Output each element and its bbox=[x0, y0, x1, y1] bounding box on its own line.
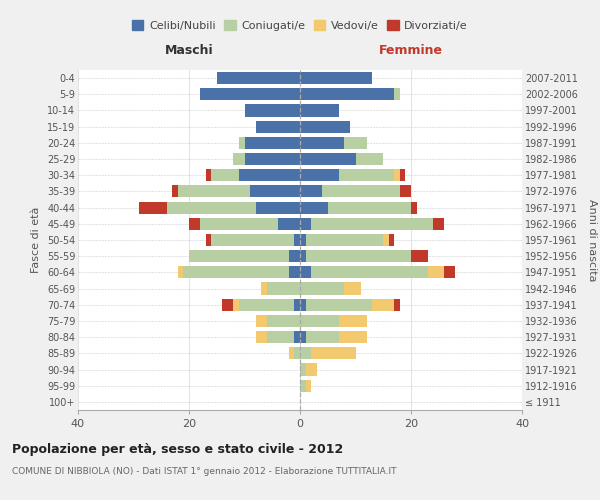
Bar bbox=[300, 120, 350, 132]
Text: Femmine: Femmine bbox=[379, 44, 443, 57]
Bar bbox=[300, 331, 305, 343]
Bar bbox=[300, 234, 305, 246]
Bar bbox=[372, 298, 394, 311]
Bar bbox=[223, 298, 233, 311]
Bar bbox=[139, 202, 167, 213]
Bar bbox=[389, 234, 394, 246]
Bar bbox=[300, 88, 394, 101]
Bar bbox=[278, 218, 300, 230]
Bar bbox=[295, 234, 300, 246]
Bar bbox=[261, 282, 267, 294]
Bar bbox=[233, 298, 239, 311]
Bar bbox=[206, 169, 211, 181]
Bar bbox=[328, 202, 411, 213]
Bar bbox=[178, 266, 184, 278]
Bar bbox=[394, 298, 400, 311]
Bar bbox=[300, 250, 305, 262]
Bar bbox=[189, 250, 289, 262]
Bar bbox=[305, 331, 339, 343]
Bar bbox=[239, 137, 245, 149]
Bar bbox=[300, 169, 339, 181]
Bar bbox=[267, 315, 300, 327]
Bar bbox=[295, 331, 300, 343]
Bar bbox=[256, 331, 267, 343]
Bar bbox=[305, 364, 317, 376]
Bar bbox=[245, 153, 300, 165]
Bar bbox=[400, 169, 406, 181]
Bar bbox=[239, 169, 300, 181]
Bar bbox=[300, 364, 305, 376]
Bar bbox=[300, 186, 322, 198]
Bar bbox=[300, 137, 344, 149]
Bar bbox=[311, 348, 356, 360]
Bar bbox=[311, 266, 428, 278]
Bar bbox=[339, 169, 394, 181]
Bar bbox=[256, 315, 267, 327]
Y-axis label: Fasce di età: Fasce di età bbox=[31, 207, 41, 273]
Bar bbox=[245, 104, 300, 117]
Bar bbox=[239, 298, 295, 311]
Bar bbox=[200, 218, 278, 230]
Bar bbox=[172, 186, 178, 198]
Bar bbox=[189, 218, 200, 230]
Bar bbox=[394, 88, 400, 101]
Bar bbox=[428, 266, 445, 278]
Bar bbox=[267, 282, 300, 294]
Bar bbox=[217, 72, 300, 84]
Bar bbox=[300, 266, 311, 278]
Bar bbox=[394, 169, 400, 181]
Bar bbox=[300, 315, 339, 327]
Bar bbox=[311, 218, 433, 230]
Text: Anni di nascita: Anni di nascita bbox=[587, 198, 597, 281]
Bar bbox=[295, 298, 300, 311]
Bar bbox=[206, 234, 211, 246]
Bar bbox=[233, 153, 245, 165]
Bar bbox=[295, 348, 300, 360]
Bar bbox=[445, 266, 455, 278]
Bar bbox=[411, 250, 428, 262]
Bar bbox=[356, 153, 383, 165]
Text: COMUNE DI NIBBIOLA (NO) - Dati ISTAT 1° gennaio 2012 - Elaborazione TUTTITALIA.I: COMUNE DI NIBBIOLA (NO) - Dati ISTAT 1° … bbox=[12, 468, 397, 476]
Legend: Celibi/Nubili, Coniugati/e, Vedovi/e, Divorziati/e: Celibi/Nubili, Coniugati/e, Vedovi/e, Di… bbox=[128, 16, 472, 36]
Bar bbox=[289, 266, 300, 278]
Bar bbox=[250, 186, 300, 198]
Bar bbox=[339, 315, 367, 327]
Bar bbox=[184, 266, 289, 278]
Bar bbox=[344, 137, 367, 149]
Bar bbox=[344, 282, 361, 294]
Bar bbox=[300, 104, 339, 117]
Bar bbox=[300, 72, 372, 84]
Bar bbox=[300, 380, 305, 392]
Bar bbox=[300, 348, 311, 360]
Bar bbox=[300, 298, 305, 311]
Bar bbox=[300, 282, 344, 294]
Bar bbox=[339, 331, 367, 343]
Bar bbox=[305, 380, 311, 392]
Bar bbox=[200, 88, 300, 101]
Bar bbox=[211, 234, 295, 246]
Bar bbox=[289, 250, 300, 262]
Bar bbox=[167, 202, 256, 213]
Bar bbox=[300, 202, 328, 213]
Bar bbox=[411, 202, 416, 213]
Bar bbox=[383, 234, 389, 246]
Bar bbox=[305, 298, 372, 311]
Bar bbox=[245, 137, 300, 149]
Bar bbox=[305, 234, 383, 246]
Bar bbox=[300, 218, 311, 230]
Bar bbox=[322, 186, 400, 198]
Bar bbox=[178, 186, 250, 198]
Text: Maschi: Maschi bbox=[164, 44, 214, 57]
Bar bbox=[256, 202, 300, 213]
Bar bbox=[211, 169, 239, 181]
Bar bbox=[256, 120, 300, 132]
Bar bbox=[305, 250, 411, 262]
Bar bbox=[400, 186, 411, 198]
Bar bbox=[289, 348, 295, 360]
Bar bbox=[267, 331, 295, 343]
Bar bbox=[433, 218, 445, 230]
Text: Popolazione per età, sesso e stato civile - 2012: Popolazione per età, sesso e stato civil… bbox=[12, 442, 343, 456]
Bar bbox=[300, 153, 356, 165]
